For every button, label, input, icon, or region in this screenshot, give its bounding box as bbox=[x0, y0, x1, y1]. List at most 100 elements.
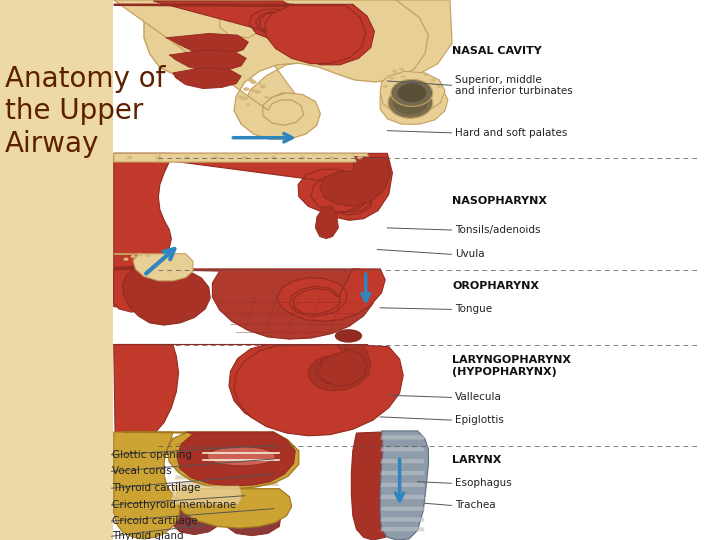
Polygon shape bbox=[173, 68, 241, 89]
Ellipse shape bbox=[213, 156, 219, 159]
Polygon shape bbox=[380, 435, 425, 440]
Polygon shape bbox=[114, 4, 374, 65]
Ellipse shape bbox=[138, 253, 143, 256]
Polygon shape bbox=[351, 432, 403, 540]
Polygon shape bbox=[174, 467, 279, 471]
Ellipse shape bbox=[401, 76, 406, 78]
Polygon shape bbox=[114, 153, 171, 307]
Ellipse shape bbox=[127, 156, 132, 159]
Polygon shape bbox=[277, 269, 385, 321]
Polygon shape bbox=[380, 507, 425, 511]
Text: Tonsils/adenoids: Tonsils/adenoids bbox=[455, 225, 541, 235]
Ellipse shape bbox=[241, 97, 248, 100]
Ellipse shape bbox=[423, 73, 429, 76]
Ellipse shape bbox=[400, 68, 405, 71]
Text: Cricoid cartilage: Cricoid cartilage bbox=[112, 516, 197, 526]
Polygon shape bbox=[380, 431, 428, 540]
Text: Trachea: Trachea bbox=[455, 501, 495, 510]
Polygon shape bbox=[153, 1, 302, 39]
Ellipse shape bbox=[207, 447, 276, 465]
Polygon shape bbox=[315, 206, 338, 239]
Text: Anatomy of
the Upper
Airway: Anatomy of the Upper Airway bbox=[5, 65, 166, 158]
Ellipse shape bbox=[382, 85, 388, 87]
Bar bbox=[0, 0, 113, 540]
Polygon shape bbox=[114, 269, 376, 339]
Polygon shape bbox=[308, 345, 371, 391]
Text: Esophagus: Esophagus bbox=[455, 478, 512, 488]
Polygon shape bbox=[320, 153, 392, 220]
Ellipse shape bbox=[260, 85, 266, 88]
Text: NASAL CAVITY: NASAL CAVITY bbox=[452, 46, 542, 56]
Polygon shape bbox=[122, 432, 299, 489]
Polygon shape bbox=[318, 348, 367, 386]
Ellipse shape bbox=[238, 96, 245, 99]
Text: Vallecula: Vallecula bbox=[455, 393, 502, 402]
Polygon shape bbox=[223, 505, 281, 536]
Polygon shape bbox=[144, 0, 234, 77]
Polygon shape bbox=[114, 269, 169, 312]
Ellipse shape bbox=[251, 89, 256, 92]
Polygon shape bbox=[160, 153, 356, 162]
Text: Hard and soft palates: Hard and soft palates bbox=[455, 128, 567, 138]
Text: Thyroid gland: Thyroid gland bbox=[112, 531, 183, 540]
Polygon shape bbox=[380, 527, 425, 531]
Ellipse shape bbox=[145, 254, 150, 257]
Ellipse shape bbox=[397, 83, 426, 102]
Polygon shape bbox=[380, 495, 425, 499]
Ellipse shape bbox=[271, 156, 276, 159]
Polygon shape bbox=[320, 157, 390, 206]
Text: Glottic opening: Glottic opening bbox=[112, 450, 192, 460]
Text: Thyroid cartilage: Thyroid cartilage bbox=[112, 483, 200, 493]
Ellipse shape bbox=[387, 75, 392, 78]
Text: Superior, middle
and inferior turbinates: Superior, middle and inferior turbinates bbox=[455, 75, 573, 96]
Ellipse shape bbox=[388, 87, 433, 118]
Ellipse shape bbox=[392, 70, 397, 73]
Ellipse shape bbox=[257, 83, 261, 85]
Polygon shape bbox=[166, 33, 248, 55]
Polygon shape bbox=[220, 14, 263, 38]
Text: Tongue: Tongue bbox=[455, 305, 492, 314]
Ellipse shape bbox=[255, 90, 261, 94]
Polygon shape bbox=[171, 486, 241, 505]
Ellipse shape bbox=[391, 79, 433, 106]
Polygon shape bbox=[174, 443, 279, 447]
Text: LARYNX: LARYNX bbox=[452, 455, 502, 465]
Ellipse shape bbox=[184, 156, 190, 159]
Text: Epiglottis: Epiglottis bbox=[455, 415, 504, 425]
Ellipse shape bbox=[393, 91, 428, 114]
Text: LARYNGOPHARYNX
(HYPOPHARYNX): LARYNGOPHARYNX (HYPOPHARYNX) bbox=[452, 355, 571, 377]
Polygon shape bbox=[114, 0, 428, 139]
Polygon shape bbox=[171, 503, 222, 535]
Text: OROPHARYNX: OROPHARYNX bbox=[452, 281, 539, 291]
Polygon shape bbox=[114, 5, 366, 64]
Ellipse shape bbox=[390, 77, 395, 79]
Polygon shape bbox=[380, 483, 425, 487]
Ellipse shape bbox=[248, 78, 253, 82]
Ellipse shape bbox=[436, 85, 442, 88]
Polygon shape bbox=[380, 80, 448, 124]
Polygon shape bbox=[177, 432, 295, 486]
Polygon shape bbox=[114, 266, 210, 325]
Ellipse shape bbox=[335, 329, 362, 342]
Polygon shape bbox=[114, 345, 179, 444]
Polygon shape bbox=[114, 153, 376, 213]
Polygon shape bbox=[174, 482, 279, 486]
Polygon shape bbox=[380, 71, 445, 114]
Ellipse shape bbox=[156, 156, 161, 159]
Ellipse shape bbox=[242, 156, 248, 159]
Polygon shape bbox=[234, 345, 403, 436]
Polygon shape bbox=[380, 517, 425, 522]
Polygon shape bbox=[380, 471, 425, 475]
Polygon shape bbox=[174, 451, 279, 455]
Ellipse shape bbox=[430, 83, 434, 85]
Ellipse shape bbox=[246, 103, 251, 105]
Polygon shape bbox=[174, 459, 279, 463]
Ellipse shape bbox=[431, 78, 436, 82]
Polygon shape bbox=[176, 489, 292, 528]
Ellipse shape bbox=[300, 156, 305, 159]
Ellipse shape bbox=[124, 258, 128, 261]
Text: NASOPHARYNX: NASOPHARYNX bbox=[452, 196, 547, 206]
Ellipse shape bbox=[264, 96, 269, 98]
Ellipse shape bbox=[328, 156, 334, 159]
Polygon shape bbox=[114, 153, 371, 162]
